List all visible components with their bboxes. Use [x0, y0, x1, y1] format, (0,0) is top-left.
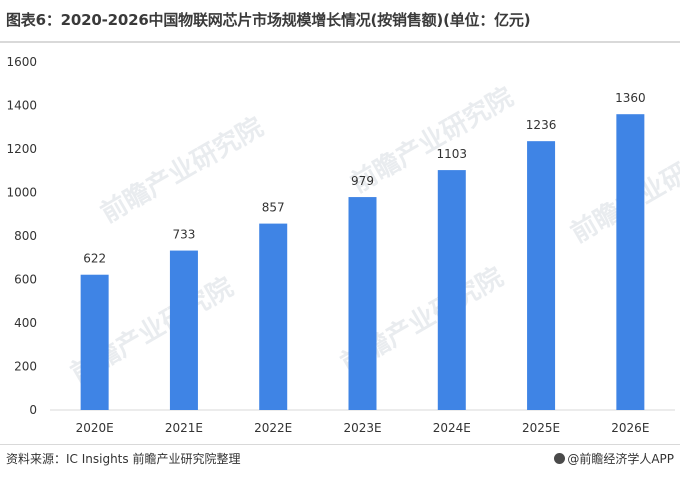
bar — [259, 223, 288, 410]
title-divider — [0, 41, 680, 43]
brand-attribution: @前瞻经济学人APP — [554, 450, 674, 467]
x-tick-label: 2026E — [611, 421, 649, 435]
data-label: 1360 — [615, 91, 646, 105]
x-tick-label: 2025E — [522, 421, 560, 435]
x-tick-label: 2023E — [343, 421, 381, 435]
source-note: 资料来源：IC Insights 前瞻产业研究院整理 — [6, 452, 241, 466]
brand-label: @前瞻经济学人APP — [567, 452, 674, 466]
x-tick-label: 2020E — [76, 421, 114, 435]
data-label: 733 — [172, 228, 195, 242]
data-label: 857 — [262, 201, 285, 215]
data-label: 1103 — [437, 147, 468, 161]
brand-logo-icon — [554, 453, 566, 464]
y-tick-label: 1000 — [6, 186, 37, 200]
bar — [348, 197, 377, 410]
y-tick-label: 0 — [29, 403, 37, 417]
y-tick-label: 600 — [14, 273, 37, 287]
y-tick-label: 400 — [14, 316, 37, 330]
x-tick-label: 2024E — [433, 421, 471, 435]
data-label: 622 — [83, 252, 106, 266]
chart-title: 图表6：2020-2026中国物联网芯片市场规模增长情况(按销售额)(单位：亿元… — [6, 11, 531, 29]
data-label: 1236 — [526, 118, 557, 132]
y-tick-label: 1400 — [6, 99, 37, 113]
y-tick-label: 1600 — [6, 55, 37, 69]
data-label: 979 — [351, 174, 374, 188]
x-tick-label: 2021E — [165, 421, 203, 435]
bar — [527, 141, 556, 411]
bar — [80, 274, 109, 410]
bar — [616, 114, 645, 410]
y-tick-label: 1200 — [6, 142, 37, 156]
bar — [437, 170, 466, 410]
x-tick-label: 2022E — [254, 421, 292, 435]
y-tick-label: 800 — [14, 229, 37, 243]
y-tick-label: 200 — [14, 360, 37, 374]
bar-chart: 0 200 400 600 800 1000 1200 1400 1600 622 2020E 733… — [6, 55, 675, 435]
footer-divider — [0, 444, 680, 445]
bar — [169, 250, 198, 410]
